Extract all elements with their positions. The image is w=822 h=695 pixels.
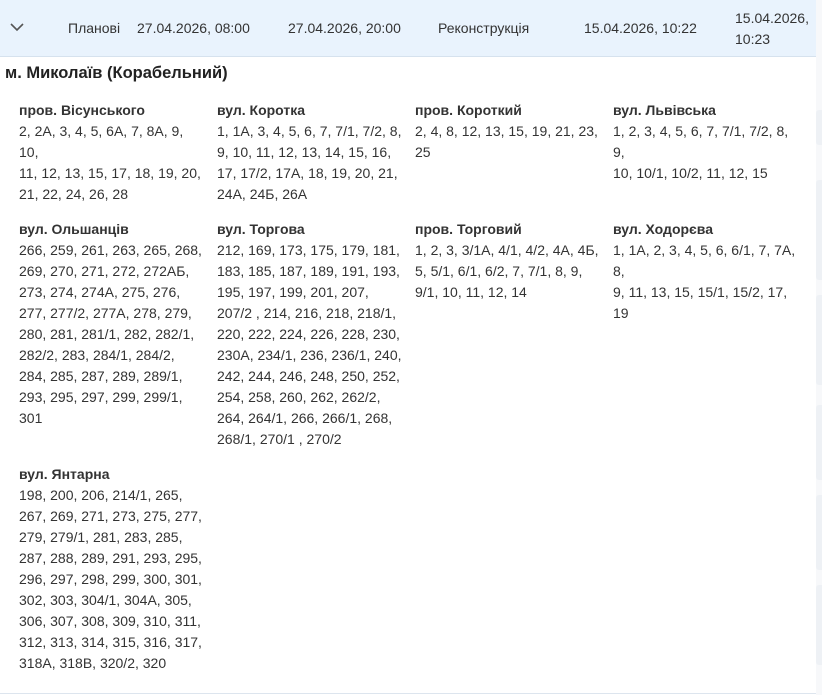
street-name: вул. Львівська	[613, 102, 716, 118]
house-numbers-line: 266, 259, 261, 263, 265, 268,	[19, 242, 202, 258]
house-numbers-line: 5, 5/1, 6/1, 6/2, 7, 7/1, 8, 9,	[415, 263, 583, 279]
street-block: вул. Ольшанців 266, 259, 261, 263, 265, 2…	[19, 219, 204, 429]
house-numbers-line: 9/1, 10, 11, 12, 14	[415, 284, 527, 300]
house-numbers-line: 212, 169, 173, 175, 179, 181,	[217, 242, 400, 258]
house-numbers-line: 17, 17/2, 17А, 18, 19, 20, 21,	[217, 165, 398, 181]
house-numbers-line: 10, 10/1, 10/2, 11, 12, 15	[613, 165, 768, 181]
outage-row[interactable]: Планові 27.04.2026, 08:00 27.04.2026, 20…	[0, 0, 816, 57]
house-numbers-line: 195, 197, 199, 201, 207,	[217, 284, 369, 300]
street-name: вул. Ходорєва	[613, 221, 713, 237]
outage-updated: 15.04.2026, 10:23	[735, 8, 809, 50]
house-numbers: 1, 1А, 2, 3, 4, 5, 6, 6/1, 7, 7А, 8, 9, 1…	[613, 240, 798, 324]
house-numbers-line: 207/2 , 214, 216, 218, 218/1,	[217, 305, 397, 321]
chevron-down-icon[interactable]	[9, 21, 25, 33]
house-numbers-line: 312, 313, 314, 315, 316, 317,	[19, 634, 202, 650]
house-numbers-line: 267, 269, 271, 273, 275, 277,	[19, 508, 202, 524]
house-numbers-line: 264, 264/1, 266, 266/1, 268,	[217, 410, 393, 426]
house-numbers-line: 293, 295, 297, 299, 299/1,	[19, 389, 183, 405]
house-numbers-line: 220, 222, 224, 226, 228, 230,	[217, 326, 400, 342]
house-numbers: 1, 2, 3, 4, 5, 6, 7, 7/1, 7/2, 8, 9, 10, …	[613, 121, 798, 184]
house-numbers-line: 21, 22, 24, 26, 28	[19, 186, 128, 202]
house-numbers-line: 1, 1А, 2, 3, 4, 5, 6, 6/1, 7, 7А, 8,	[613, 242, 796, 279]
street-block: вул. Коротка 1, 1А, 3, 4, 5, 6, 7, 7/1, 7…	[217, 100, 402, 205]
house-numbers-line: 284, 285, 287, 289, 289/1,	[19, 368, 183, 384]
house-numbers-line: 25	[415, 144, 431, 160]
house-numbers-line: 279, 279/1, 281, 283, 285,	[19, 529, 183, 545]
house-numbers-line: 1, 2, 3, 4, 5, 6, 7, 7/1, 7/2, 8, 9,	[613, 123, 789, 160]
house-numbers-line: 1, 2, 3, 3/1А, 4/1, 4/2, 4А, 4Б,	[415, 242, 599, 258]
street-name: вул. Коротка	[217, 102, 306, 118]
house-numbers-line: 1, 1А, 3, 4, 5, 6, 7, 7/1, 7/2, 8,	[217, 123, 402, 139]
street-block: вул. Торгова 212, 169, 173, 175, 179, 181…	[217, 219, 402, 450]
outage-updated-time: 10:23	[735, 31, 771, 47]
outage-reason: Реконструкція	[438, 20, 530, 36]
street-block: вул. Ходорєва 1, 1А, 2, 3, 4, 5, 6, 6/1, …	[613, 219, 798, 324]
house-numbers-line: 268/1, 270/1 , 270/2	[217, 431, 342, 447]
house-numbers: 2, 4, 8, 12, 13, 15, 19, 21, 23, 25	[415, 121, 600, 163]
outage-updated-date: 15.04.2026,	[735, 10, 809, 26]
house-numbers-line: 2, 2А, 3, 4, 5, 6А, 7, 8А, 9, 10,	[19, 123, 184, 160]
house-numbers: 198, 200, 206, 214/1, 265, 267, 269, 271,…	[19, 485, 204, 674]
house-numbers-line: 306, 307, 308, 309, 310, 311,	[19, 613, 201, 629]
street-block: вул. Янтарна 198, 200, 206, 214/1, 265, 26…	[19, 464, 204, 674]
house-numbers-line: 277, 277/2, 277А, 278, 279,	[19, 305, 192, 321]
street-name: вул. Торгова	[217, 221, 305, 237]
house-numbers-line: 19	[613, 305, 629, 321]
house-numbers: 1, 1А, 3, 4, 5, 6, 7, 7/1, 7/2, 8, 9, 10,…	[217, 121, 402, 205]
house-numbers-line: 287, 288, 289, 291, 293, 295,	[19, 550, 202, 566]
house-numbers-line: 254, 258, 260, 262, 262/2,	[217, 389, 381, 405]
outage-end: 27.04.2026, 20:00	[288, 20, 401, 36]
street-block: вул. Львівська 1, 2, 3, 4, 5, 6, 7, 7/1, …	[613, 100, 798, 184]
house-numbers: 1, 2, 3, 3/1А, 4/1, 4/2, 4А, 4Б, 5, 5/1, …	[415, 240, 600, 303]
outage-start: 27.04.2026, 08:00	[137, 20, 250, 36]
house-numbers-line: 9, 10, 11, 12, 13, 14, 15, 16,	[217, 144, 392, 160]
house-numbers-line: 302, 303, 304/1, 304А, 305,	[19, 592, 192, 608]
house-numbers-line: 230А, 234/1, 236, 236/1, 240,	[217, 347, 402, 363]
street-block: пров. Торговий 1, 2, 3, 3/1А, 4/1, 4/2, 4…	[415, 219, 600, 303]
side-panel-edge	[816, 0, 822, 695]
house-numbers-line: 198, 200, 206, 214/1, 265,	[19, 487, 183, 503]
house-numbers-line: 24А, 24Б, 26А	[217, 186, 308, 202]
house-numbers-line: 11, 12, 13, 15, 17, 18, 19, 20,	[19, 165, 201, 181]
house-numbers-line: 318А, 318В, 320/2, 320	[19, 655, 167, 671]
street-name: вул. Янтарна	[19, 466, 110, 482]
street-name: пров. Короткий	[415, 102, 522, 118]
street-name: вул. Ольшанців	[19, 221, 129, 237]
house-numbers: 212, 169, 173, 175, 179, 181, 183, 185, 1…	[217, 240, 402, 450]
house-numbers: 266, 259, 261, 263, 265, 268, 269, 270, 2…	[19, 240, 204, 429]
street-name: пров. Вісунського	[19, 102, 145, 118]
house-numbers-line: 280, 281, 281/1, 282, 282/1,	[19, 326, 195, 342]
house-numbers-line: 2, 4, 8, 12, 13, 15, 19, 21, 23,	[415, 123, 598, 139]
house-numbers-line: 242, 244, 246, 248, 250, 252,	[217, 368, 400, 384]
divider	[0, 693, 816, 694]
house-numbers-line: 273, 274, 274А, 275, 276,	[19, 284, 181, 300]
house-numbers-line: 301	[19, 410, 43, 426]
outage-created: 15.04.2026, 10:22	[584, 20, 697, 36]
outage-type: Планові	[68, 20, 121, 36]
house-numbers-line: 282/2, 283, 284/1, 284/2,	[19, 347, 175, 363]
house-numbers-line: 269, 270, 271, 272, 272АБ,	[19, 263, 190, 279]
street-block: пров. Короткий 2, 4, 8, 12, 13, 15, 19, 2…	[415, 100, 600, 163]
city-title: м. Миколаїв (Корабельний)	[5, 64, 228, 82]
house-numbers-line: 9, 11, 13, 15, 15/1, 15/2, 17,	[613, 284, 788, 300]
house-numbers-line: 183, 185, 187, 189, 191, 193,	[217, 263, 400, 279]
house-numbers: 2, 2А, 3, 4, 5, 6А, 7, 8А, 9, 10, 11, 12,…	[19, 121, 204, 205]
street-block: пров. Вісунського 2, 2А, 3, 4, 5, 6А, 7, …	[19, 100, 204, 205]
house-numbers-line: 296, 297, 298, 299, 300, 301,	[19, 571, 202, 587]
street-name: пров. Торговий	[415, 221, 522, 237]
